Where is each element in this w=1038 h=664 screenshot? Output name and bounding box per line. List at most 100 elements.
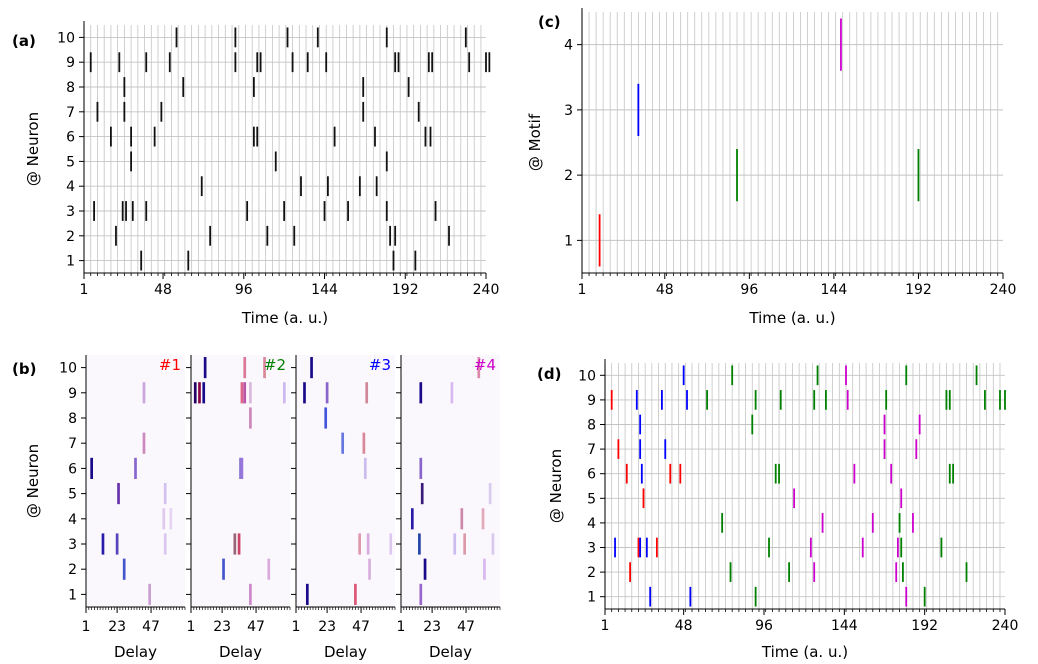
x-axis-label: Delay [324, 643, 367, 661]
panel-label: (b) [12, 360, 36, 378]
y-tick-label: 1 [587, 590, 596, 606]
heatmap-cell [162, 508, 166, 530]
y-tick-label: 2 [68, 562, 77, 578]
y-tick-label: 2 [587, 565, 596, 581]
y-tick-label: 9 [587, 393, 596, 409]
vertical-gridlines [83, 25, 482, 273]
heatmap-cell [134, 457, 137, 479]
y-tick-label: 5 [66, 154, 75, 170]
heatmap-cell [163, 483, 167, 505]
y-tick-label: 2 [66, 229, 75, 245]
y-axis-label: @ Motif [526, 113, 544, 171]
heatmap-cell [101, 533, 105, 555]
heatmap-cell [193, 382, 197, 404]
heatmap-cell [303, 382, 306, 404]
y-tick-label: 4 [564, 38, 573, 54]
x-tick-label: 144 [831, 618, 858, 634]
heatmap-cell [488, 483, 492, 505]
y-tick-label: 3 [587, 541, 596, 557]
heatmap-cell [243, 357, 247, 379]
heatmap-cell [362, 432, 366, 454]
x-tick-label: 48 [154, 282, 172, 298]
heatmap-cell [249, 583, 252, 605]
heatmap-cell [363, 457, 367, 479]
y-tick-label: 2 [564, 168, 573, 184]
y-tick-label: 1 [66, 254, 75, 270]
heatmap-cell [419, 382, 423, 404]
kernel-title: #2 [264, 356, 286, 374]
heatmap-cell [198, 382, 201, 404]
x-tick-label: 1 [187, 619, 196, 635]
y-tick-label: 8 [68, 411, 77, 427]
x-tick-label: 144 [821, 282, 848, 298]
y-tick-label: 3 [564, 103, 573, 119]
x-tick-label: 1 [80, 282, 89, 298]
y-axis-label: @ Neuron [547, 449, 565, 523]
heatmap-background [191, 355, 290, 607]
x-tick-label: 47 [352, 619, 370, 635]
x-tick-label: 144 [311, 282, 338, 298]
y-axis-label: @ Neuron [24, 112, 42, 186]
y-tick-label: 1 [68, 587, 77, 603]
heatmap-cell [419, 583, 423, 605]
x-tick-label: 192 [911, 618, 938, 634]
heatmap-cell [366, 533, 370, 555]
x-tick-label: 48 [675, 618, 693, 634]
heatmap-background [296, 355, 395, 607]
heatmap-cell [282, 382, 286, 404]
y-tick-label: 8 [66, 80, 75, 96]
heatmap-cell [202, 382, 206, 404]
heatmap-cell [90, 457, 94, 479]
vertical-gridlines [604, 363, 1001, 609]
x-axis-label: Delay [429, 643, 472, 661]
heatmap-cell [483, 558, 486, 580]
heatmap-cell [305, 583, 309, 605]
heatmap-cell [240, 457, 244, 479]
x-axis-label: Delay [114, 643, 157, 661]
heatmap-cell [310, 357, 313, 379]
heatmap-cell [453, 533, 457, 555]
kernel-title: #1 [159, 356, 181, 374]
x-axis-label: Time (a. u.) [241, 309, 328, 327]
heatmap-cell [463, 533, 466, 555]
x-tick-label: 48 [656, 282, 674, 298]
y-tick-label: 6 [66, 130, 75, 146]
y-tick-label: 4 [587, 516, 596, 532]
heatmap-cell [481, 508, 485, 530]
panel-label: (c) [538, 13, 561, 31]
y-tick-label: 7 [587, 442, 596, 458]
spikes [598, 18, 920, 267]
x-tick-label: 23 [423, 619, 441, 635]
panel-c-motif-raster: 1 48 96 144 192 240 1 2 3 4 Time (a. u.) @ Motif (c) [526, 8, 1016, 327]
y-tick-label: 3 [68, 537, 77, 553]
heatmap-cell [389, 533, 393, 555]
x-tick-label: 1 [82, 619, 91, 635]
heatmap-cell [358, 533, 361, 555]
x-tick-label: 240 [990, 282, 1017, 298]
y-tick-label: 9 [66, 55, 75, 71]
heatmap-cell [239, 457, 242, 479]
spikes [89, 27, 491, 271]
panel-label: (d) [537, 365, 561, 383]
x-tick-label: 1 [578, 282, 587, 298]
heatmap-cell [203, 357, 207, 379]
heatmap-background [86, 355, 185, 607]
y-tick-label: 7 [68, 436, 77, 452]
x-tick-label: 96 [740, 282, 758, 298]
x-axis-label: Time (a. u.) [748, 309, 835, 327]
spikes [610, 365, 1006, 607]
heatmap-cell [354, 583, 357, 605]
heatmap-cell [263, 357, 266, 379]
heatmap-cell [418, 533, 421, 555]
x-tick-label: 240 [473, 282, 500, 298]
heatmap-cell [341, 432, 345, 454]
x-tick-label: 192 [905, 282, 932, 298]
y-tick-label: 10 [578, 368, 596, 384]
heatmap-cell [148, 583, 151, 605]
heatmap-cell [240, 382, 244, 404]
x-tick-label: 1 [601, 618, 610, 634]
panel-d-colored-raster: 1 48 96 144 192 240 1 2 3 4 5 6 7 8 9 10 Time (a. u.) @ N… [537, 359, 1018, 661]
y-tick-label: 5 [587, 491, 596, 507]
kernel-heatmap: 1 23 47 Delay #2 [186, 355, 291, 661]
